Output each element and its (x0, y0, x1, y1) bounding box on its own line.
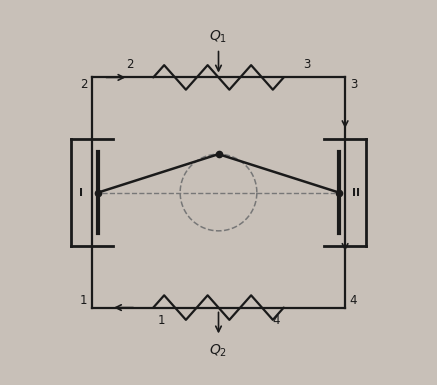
Text: I: I (80, 187, 83, 198)
Text: $Q_2$: $Q_2$ (209, 342, 228, 358)
Text: 3: 3 (350, 78, 357, 91)
Text: 1: 1 (80, 294, 87, 307)
Text: II: II (352, 187, 360, 198)
Text: 1: 1 (157, 315, 165, 328)
Text: 3: 3 (303, 57, 310, 70)
Text: $Q_1$: $Q_1$ (209, 28, 228, 45)
Text: 2: 2 (127, 57, 134, 70)
Text: 2: 2 (80, 78, 87, 91)
Text: 4: 4 (350, 294, 357, 307)
Text: 4: 4 (272, 315, 280, 328)
